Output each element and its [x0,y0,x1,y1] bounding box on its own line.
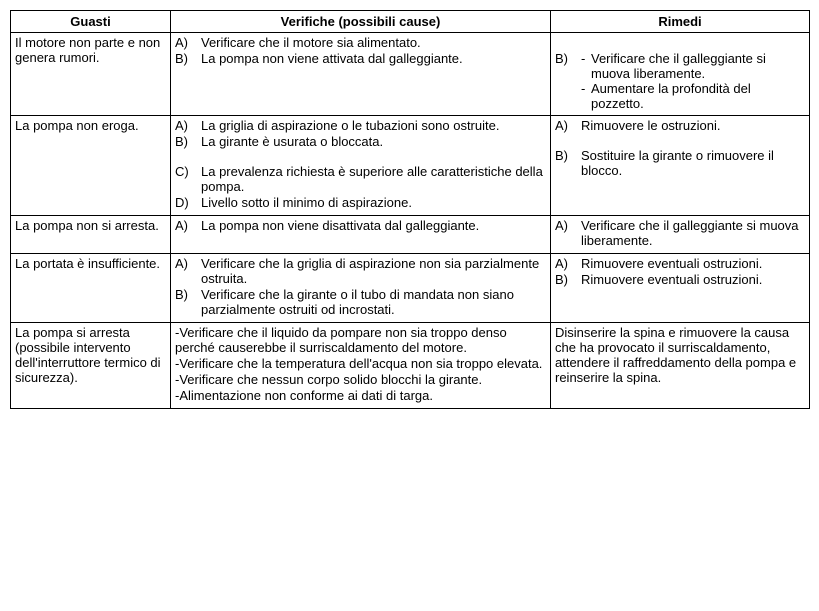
check-text: Verificare che la girante o il tubo di m… [201,287,546,317]
checks-cell: -Verificare che il liquido da pompare no… [171,323,551,409]
check-text: Livello sotto il minimo di aspirazione. [201,195,546,210]
check-text: -Alimentazione non conforme ai dati di t… [175,388,546,403]
header-guasti: Guasti [11,11,171,33]
check-letter: B) [175,51,201,66]
check-text: Verificare che la griglia di aspirazione… [201,256,546,286]
fault-cell: Il motore non parte e non genera rumori. [11,33,171,116]
remedy-text: Rimuovere eventuali ostruzioni. [581,272,805,287]
remedy-text: Sostituire la girante o rimuovere il blo… [581,148,805,178]
check-text: -Verificare che il liquido da pompare no… [175,325,546,355]
remedy-text: Disinserire la spina e rimuovere la caus… [555,325,805,385]
header-verifiche: Verifiche (possibili cause) [171,11,551,33]
remedy-dash: - [581,81,591,111]
check-letter: A) [175,218,201,233]
remedy-letter: A) [555,256,581,271]
table-row: La portata è insufficiente. A) Verificar… [11,254,810,323]
check-text: Verificare che il motore sia alimentato. [201,35,546,50]
fault-cell: La pompa non eroga. [11,116,171,216]
table-row: La pompa si arresta (possibile intervent… [11,323,810,409]
check-text: -Verificare che nessun corpo solido bloc… [175,372,546,387]
remedy-text: Verificare che il galleggiante si muova … [581,218,805,248]
check-letter: A) [175,35,201,50]
check-text: La pompa non viene attivata dal galleggi… [201,51,546,66]
remedies-cell: A) Verificare che il galleggiante si muo… [551,216,810,254]
fault-cell: La pompa si arresta (possibile intervent… [11,323,171,409]
remedy-text: Rimuovere eventuali ostruzioni. [581,256,805,271]
remedy-letter: A) [555,218,581,248]
table-row: La pompa non eroga. A) La griglia di asp… [11,116,810,216]
check-text: La prevalenza richiesta è superiore alle… [201,164,546,194]
remedy-letter: B) [555,272,581,287]
remedy-text: Aumentare la profondità del pozzetto. [591,81,805,111]
check-letter: B) [175,134,201,149]
remedy-label: B) [555,51,581,111]
checks-cell: A) Verificare che la griglia di aspirazi… [171,254,551,323]
check-letter: C) [175,164,201,194]
table-row: Il motore non parte e non genera rumori.… [11,33,810,116]
check-letter: A) [175,118,201,133]
checks-cell: A) Verificare che il motore sia alimenta… [171,33,551,116]
remedy-letter: A) [555,118,581,133]
check-letter: A) [175,256,201,286]
checks-cell: A) La pompa non viene disattivata dal ga… [171,216,551,254]
remedies-cell: A) Rimuovere le ostruzioni. B) Sostituir… [551,116,810,216]
check-letter: B) [175,287,201,317]
remedies-cell: B) - Verificare che il galleggiante si m… [551,33,810,116]
table-header-row: Guasti Verifiche (possibili cause) Rimed… [11,11,810,33]
check-text: La griglia di aspirazione o le tubazioni… [201,118,546,133]
check-text: La girante è usurata o bloccata. [201,134,546,149]
fault-cell: La portata è insufficiente. [11,254,171,323]
check-text: La pompa non viene disattivata dal galle… [201,218,546,233]
remedy-dash: - [581,51,591,81]
remedy-text: Rimuovere le ostruzioni. [581,118,805,133]
fault-cell: La pompa non si arresta. [11,216,171,254]
header-rimedi: Rimedi [551,11,810,33]
check-text: -Verificare che la temperatura dell'acqu… [175,356,546,371]
remedies-cell: Disinserire la spina e rimuovere la caus… [551,323,810,409]
troubleshooting-table: Guasti Verifiche (possibili cause) Rimed… [10,10,810,409]
check-letter: D) [175,195,201,210]
remedy-text: Verificare che il galleggiante si muova … [591,51,805,81]
table-row: La pompa non si arresta. A) La pompa non… [11,216,810,254]
remedy-letter: B) [555,148,581,178]
checks-cell: A) La griglia di aspirazione o le tubazi… [171,116,551,216]
remedies-cell: A) Rimuovere eventuali ostruzioni. B) Ri… [551,254,810,323]
